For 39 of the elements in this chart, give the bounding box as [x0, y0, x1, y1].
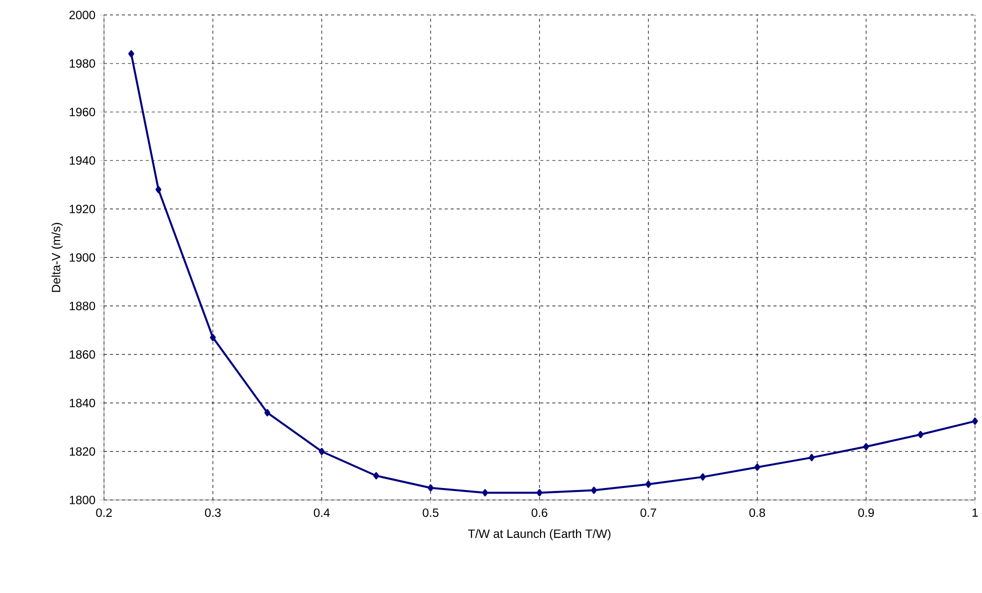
point — [318, 448, 325, 456]
point — [863, 443, 870, 450]
y-tick-label: 1820 — [70, 447, 96, 456]
point — [156, 186, 162, 194]
point — [645, 480, 652, 488]
x-tick-label: 0.2 — [96, 508, 112, 517]
point — [428, 484, 434, 492]
y-tick-label: 1920 — [70, 204, 96, 214]
x-tick-label: 1 — [972, 508, 978, 517]
x-tick-label: 0.8 — [749, 508, 766, 517]
point — [264, 409, 270, 416]
point — [972, 418, 978, 425]
point — [700, 473, 706, 481]
point — [210, 334, 216, 342]
x-axis-title: T/W at Launch (Earth T/W) — [468, 529, 610, 540]
x-tick-label: 0.4 — [314, 508, 330, 517]
y-tick-label: 1880 — [70, 302, 96, 310]
point — [918, 430, 924, 438]
x-tick-label: 0.6 — [532, 508, 548, 517]
point — [536, 489, 542, 496]
point — [128, 50, 134, 58]
y-tick-label: 1900 — [70, 253, 96, 262]
y-axis-title: Delta-V (m/s) — [51, 222, 63, 292]
point — [754, 464, 760, 471]
y-tick-label: 1960 — [70, 108, 96, 116]
x-tick-label: 0.3 — [205, 508, 221, 517]
x-tick-label: 0.7 — [640, 508, 656, 517]
x-tick-label: 0.5 — [422, 508, 438, 517]
x-tick-label: 0.9 — [858, 508, 874, 517]
y-tick-label: 2000 — [69, 10, 96, 20]
y-tick-label: 1800 — [70, 496, 96, 504]
point — [808, 454, 815, 462]
y-tick-label: 1940 — [70, 156, 96, 165]
y-tick-label: 1860 — [70, 350, 96, 359]
y-tick-label: 1840 — [70, 398, 96, 408]
point — [373, 472, 380, 480]
point — [482, 489, 488, 496]
point — [591, 486, 597, 494]
y-tick-label: 1980 — [70, 59, 96, 68]
